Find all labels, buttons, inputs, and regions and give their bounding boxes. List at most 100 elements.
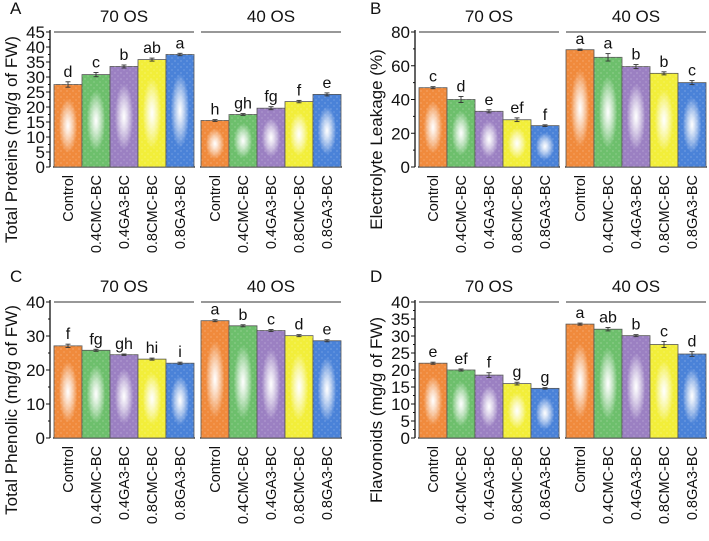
x-tick-label: 0.8GA3-BC [173,175,189,249]
significance-letter: gh [115,336,133,353]
x-tick-label: 0.4GA3-BC [117,175,133,249]
significance-letter: i [178,344,182,361]
group-title: 70 OS [100,7,148,26]
x-tick-label: 0.4GA3-BC [117,446,133,520]
x-tick-label: 0.4CMC-BC [236,175,252,253]
bar-texture [166,54,194,167]
significance-letter: c [429,69,437,86]
panel-letter: A [10,0,22,18]
bar-texture [285,101,313,167]
y-tick-label: 15 [26,113,45,132]
significance-letter: d [457,78,466,95]
y-tick-label: 10 [26,128,45,147]
x-tick-label: Control [573,175,589,222]
y-tick-label: 30 [26,327,45,346]
y-tick-label: 20 [26,361,45,380]
x-tick-label: 0.8GA3-BC [320,175,336,249]
bar-texture [201,320,229,438]
x-tick-label: 0.4GA3-BC [482,446,498,520]
bar-texture [622,66,650,167]
bar-texture [650,344,678,438]
bar-texture [594,57,622,167]
x-tick-label: 0.4GA3-BC [264,175,280,249]
y-tick-label: 30 [391,327,410,346]
bar-texture [447,99,475,167]
bar-texture [229,325,257,438]
y-axis-label: Flavonoids (mg/g of FW) [367,317,386,503]
significance-letter: g [541,370,550,387]
significance-letter: ab [599,310,617,327]
y-axis-label: Total Phenolic (mg/g of FW) [2,305,21,515]
y-tick-label: 15 [391,378,410,397]
bar-texture [678,82,706,167]
bar-texture [54,84,82,167]
x-tick-label: 0.4GA3-BC [629,175,645,249]
x-tick-label: Control [208,446,224,493]
x-tick-label: 0.8CMC-BC [292,446,308,524]
significance-letter: d [688,334,697,351]
significance-letter: a [576,31,585,48]
x-tick-label: 0.8CMC-BC [145,175,161,253]
significance-letter: d [295,317,304,334]
bar-texture [257,330,285,438]
y-tick-label: 40 [26,293,45,312]
bar-texture [110,354,138,438]
x-tick-label: 0.4CMC-BC [454,175,470,253]
panel-letter: B [370,0,381,18]
group-title: 70 OS [465,277,513,296]
significance-letter: a [576,305,585,322]
bar-texture [82,74,110,167]
x-tick-label: 0.8GA3-BC [538,175,554,249]
x-tick-label: 0.4GA3-BC [629,446,645,520]
significance-letter: b [239,307,248,324]
panel-b: B Electrolyte Leakage (%) 0 20 40 60 80 70 OS c C… [367,0,707,253]
y-tick-label: 25 [26,83,45,102]
significance-letter: fg [264,89,277,106]
y-tick-label: 0 [36,158,45,177]
significance-letter: b [660,54,669,71]
y-tick-label: 60 [391,57,410,76]
x-tick-label: 0.8CMC-BC [657,446,673,524]
significance-letter: fg [89,331,102,348]
significance-letter: e [323,322,332,339]
significance-letter: g [513,364,522,381]
group-title: 70 OS [465,7,513,26]
bar-texture [229,114,257,167]
y-axis-label: Electrolyte Leakage (%) [367,49,386,229]
panel-letter: D [370,267,382,286]
significance-letter: e [429,344,438,361]
bar-texture [475,375,503,438]
significance-letter: e [485,92,494,109]
x-tick-label: 0.8GA3-BC [538,446,554,520]
significance-letter: hi [146,340,158,357]
x-tick-label: Control [208,175,224,222]
x-tick-label: Control [573,446,589,493]
x-tick-label: 0.4CMC-BC [236,446,252,524]
x-tick-label: Control [426,446,442,493]
bar-texture [447,370,475,438]
y-tick-label: 0 [401,158,410,177]
x-tick-label: 0.4GA3-BC [264,446,280,520]
y-tick-label: 40 [26,38,45,57]
y-tick-label: 25 [391,344,410,363]
bar-texture [622,335,650,438]
y-tick-label: 40 [391,293,410,312]
x-tick-label: 0.8CMC-BC [657,175,673,253]
bar-texture [678,354,706,438]
significance-letter: ab [143,40,161,57]
x-tick-label: 0.8CMC-BC [292,175,308,253]
bar-texture [54,345,82,438]
group-title: 40 OS [247,277,295,296]
group-title: 40 OS [612,7,660,26]
bar-texture [566,49,594,167]
significance-letter: h [211,102,220,119]
x-tick-label: 0.4CMC-BC [454,446,470,524]
x-tick-label: 0.8GA3-BC [173,446,189,520]
significance-letter: ef [510,100,524,117]
bar-texture [594,329,622,438]
y-tick-label: 10 [26,395,45,414]
bar-texture [201,120,229,167]
significance-letter: c [92,55,100,72]
